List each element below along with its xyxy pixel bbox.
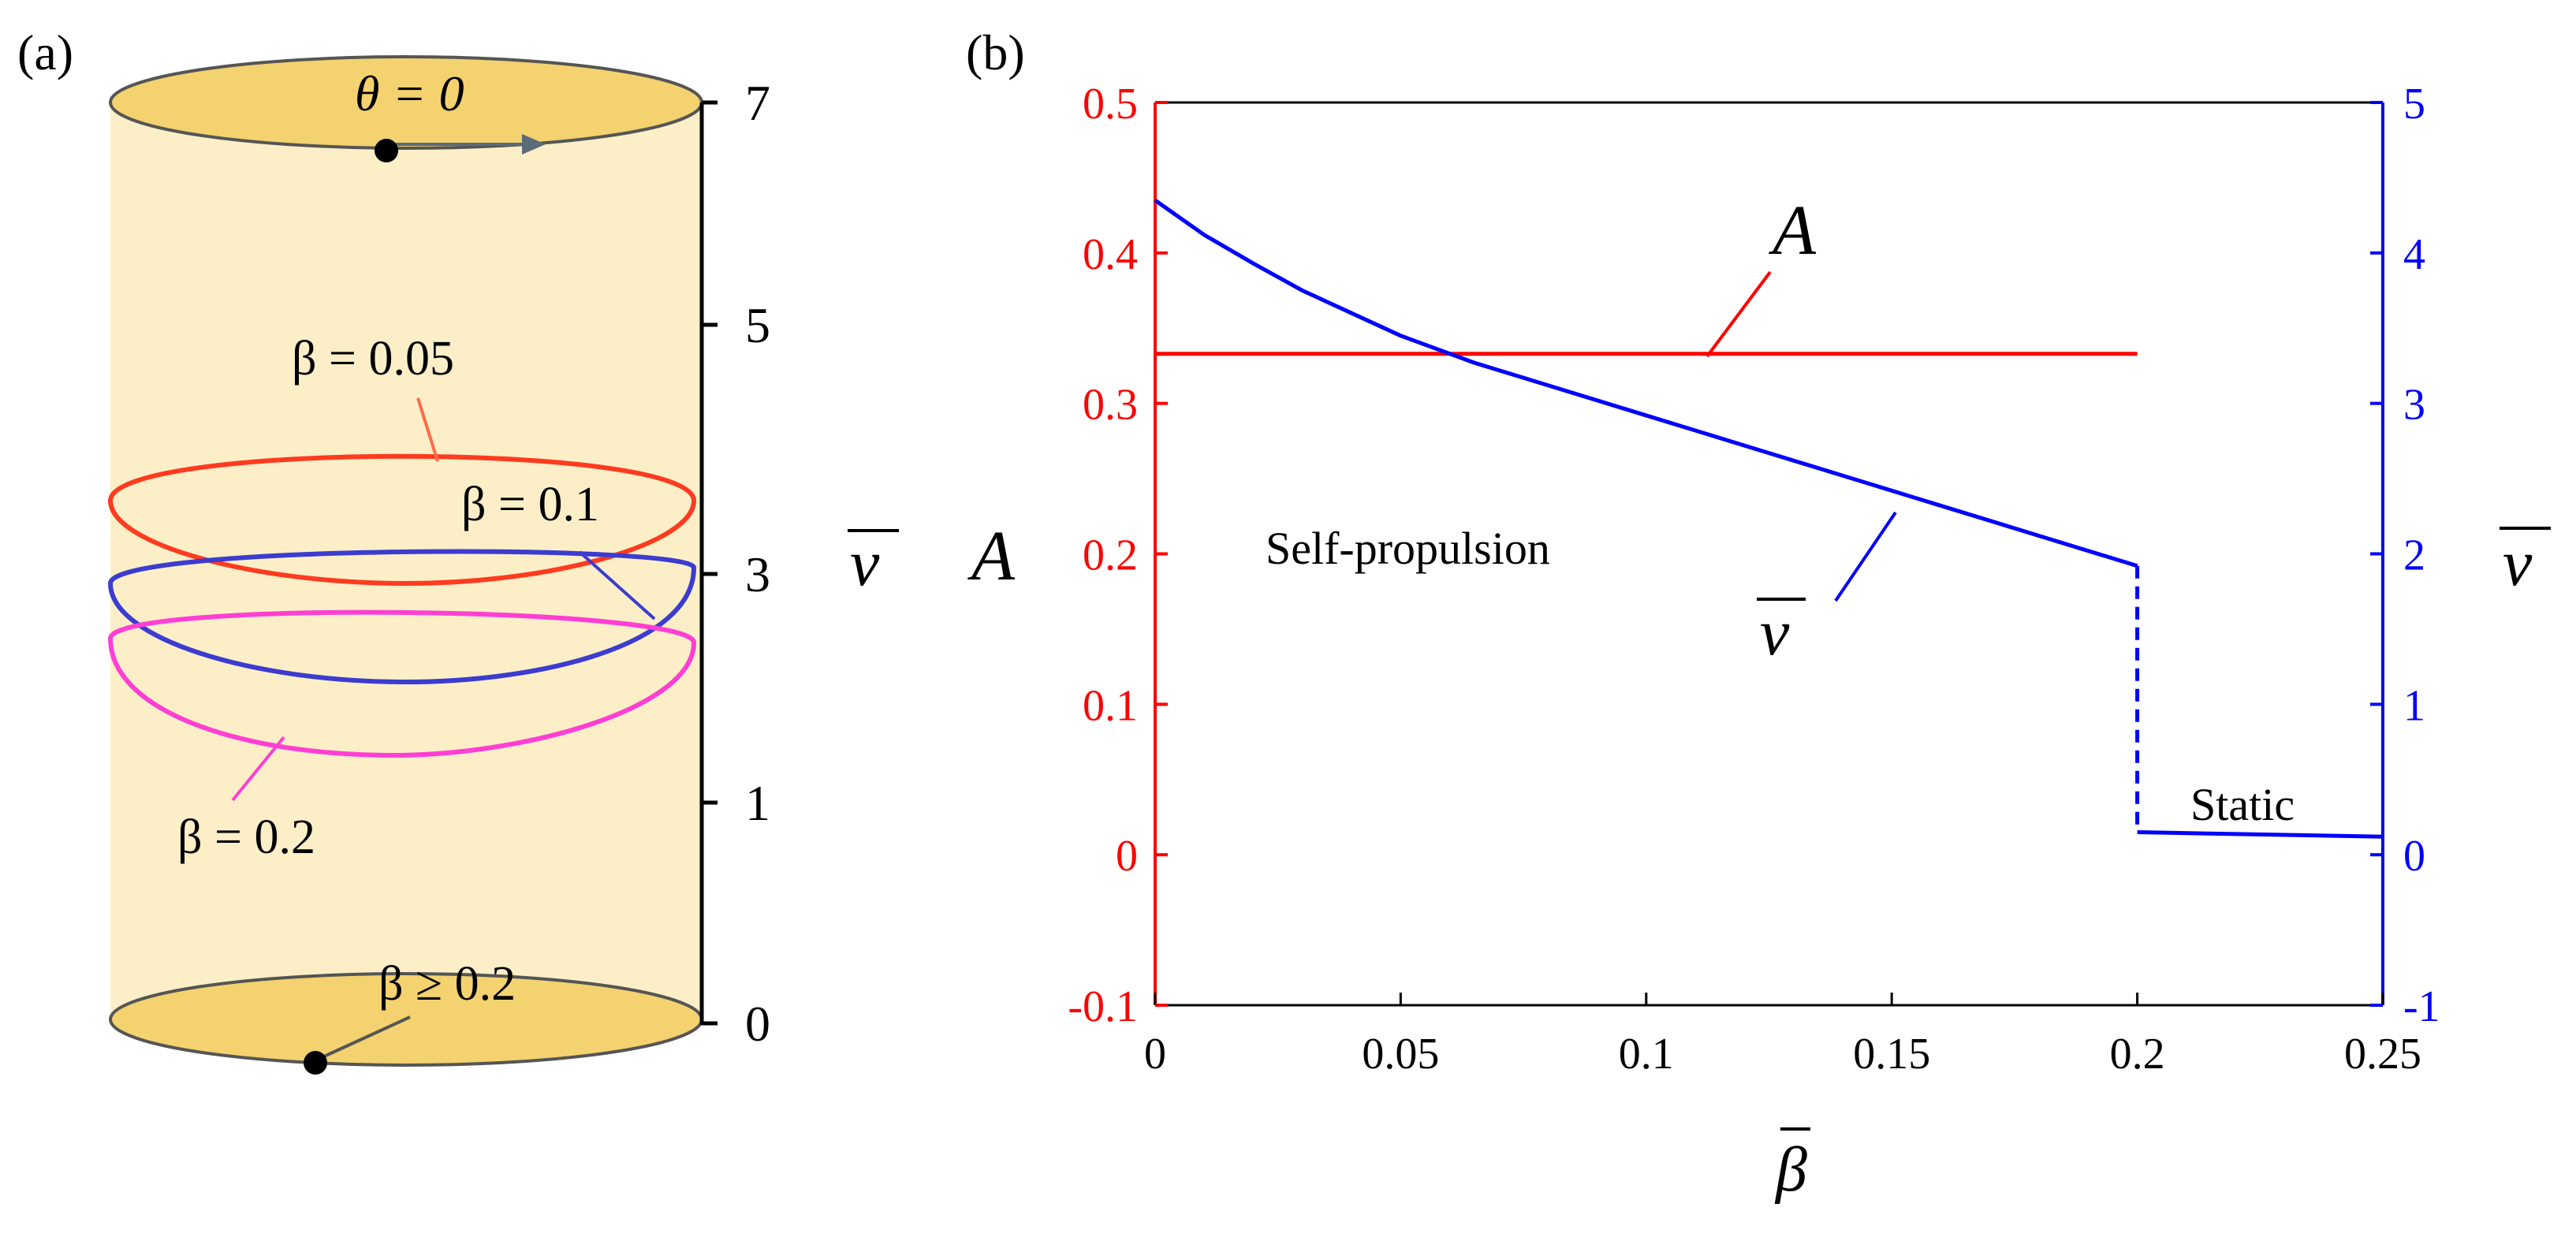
panel-a-tick-1: 1 (745, 775, 770, 831)
x-tick-label: 0.2 (2110, 1030, 2165, 1079)
bottom-marker-dot (304, 1051, 327, 1075)
panel-a-axis-label: v (850, 527, 880, 600)
y2-tick-label: 5 (2403, 80, 2425, 129)
y2-tick-label: 2 (2403, 531, 2425, 580)
panel-a-tick-5: 5 (745, 297, 770, 353)
y-tick-label: 0.1 (1083, 681, 1138, 730)
x-tick-label: 0 (1144, 1030, 1166, 1079)
panel-a-tick-0: 0 (745, 996, 770, 1052)
direction-arrow-head (522, 134, 546, 155)
ticks-layer: 0 0.05 0.1 0.15 0.2 0.25-0.100.10.20.30.40.5-… (1068, 80, 2440, 1079)
panel-a: (a) θ = 0 β = 0.05 β = 0.1 β = 0.2 β ≥ 0… (17, 24, 899, 1075)
leader-A (1706, 270, 1772, 358)
panel-a-label: (a) (17, 24, 73, 80)
y-tick-label: 0.4 (1083, 230, 1138, 279)
loop-beta-0.05 (107, 453, 697, 587)
annotation-static: Static (2190, 779, 2295, 830)
y2-tick-label: -1 (2403, 982, 2440, 1031)
curve-label-A: A (1769, 192, 1817, 270)
series-line-v (1154, 198, 2138, 568)
y2-tick-label: 3 (2403, 381, 2425, 430)
top-marker-dot (375, 139, 398, 162)
loop-beta-0.2 (107, 609, 697, 758)
curve-label-v: v (1760, 596, 1790, 669)
y-tick-label: 0.3 (1083, 381, 1138, 430)
x-tick-label: 0.05 (1362, 1030, 1439, 1079)
y2-tick-label: 1 (2403, 681, 2425, 730)
series-layer (1154, 198, 2384, 839)
series-line-v-static (2137, 830, 2384, 839)
x-tick-label: 0.1 (1619, 1030, 1674, 1079)
y-tick-label: -0.1 (1068, 982, 1138, 1031)
leader-bottom (315, 1015, 411, 1062)
loop-label-beta-0.2: β = 0.2 (177, 810, 315, 864)
loop-label-beta-0.1: β = 0.1 (461, 478, 599, 531)
y-axis-title: A (967, 517, 1016, 595)
y-tick-label: 0.2 (1083, 531, 1138, 580)
theta-zero-label: θ = 0 (355, 65, 464, 121)
x-axis-title: β (1774, 1135, 1807, 1205)
panel-a-tick-3: 3 (745, 546, 770, 602)
bottom-label: β ≥ 0.2 (378, 957, 516, 1011)
x-tick-label: 0.15 (1853, 1030, 1930, 1079)
panel-a-ticks (702, 100, 718, 1026)
leader-v (1834, 511, 1897, 602)
loop-beta-0.1 (107, 549, 697, 685)
panel-a-tick-7: 7 (745, 75, 770, 131)
leader-beta-0.1 (578, 550, 656, 620)
y2-tick-label: 0 (2403, 832, 2425, 881)
annotation-self-propulsion: Self-propulsion (1266, 523, 1550, 574)
panel-b-label: (b) (966, 24, 1025, 80)
y2-axis-title: v (2503, 527, 2533, 600)
loop-label-beta-0.05: β = 0.05 (292, 332, 454, 386)
panel-b: (b) 0 0.05 0.1 0.15 0.2 0.25-0.100.10.20.30.4… (966, 24, 2551, 1205)
y2-tick-label: 4 (2403, 230, 2425, 279)
leader-beta-0.05 (416, 397, 439, 462)
leader-beta-0.2 (231, 736, 285, 802)
y-tick-label: 0.5 (1083, 80, 1138, 129)
x-tick-label: 0.25 (2344, 1030, 2421, 1079)
y-tick-label: 0 (1116, 832, 1138, 881)
